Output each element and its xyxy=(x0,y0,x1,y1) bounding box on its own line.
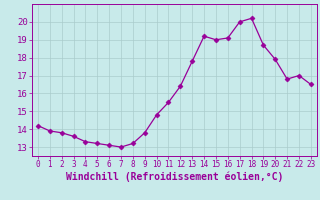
X-axis label: Windchill (Refroidissement éolien,°C): Windchill (Refroidissement éolien,°C) xyxy=(66,172,283,182)
